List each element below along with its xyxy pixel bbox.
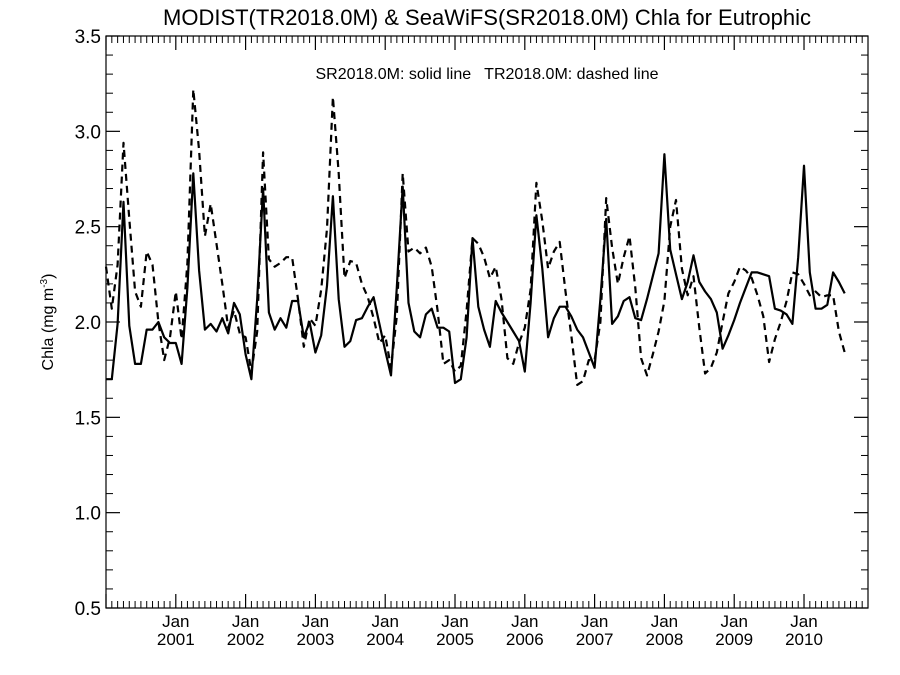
x-tick-label-year: 2008 <box>645 630 683 649</box>
x-tick-label-month: Jan <box>371 612 398 631</box>
line-style-annotation: SR2018.0M: solid line TR2018.0M: dashed … <box>315 66 658 83</box>
y-tick-label: 1.5 <box>75 408 101 429</box>
y-axis: 0.5 1.0 1.5 2.0 2.5 3.0 3.5 <box>75 27 868 620</box>
y-tick-label: 2.0 <box>75 313 101 334</box>
y-tick-label: 2.5 <box>75 218 101 239</box>
x-axis: Jan2001Jan2002Jan2003Jan2004Jan2005Jan20… <box>105 36 869 649</box>
x-tick-label-month: Jan <box>581 612 608 631</box>
y-axis-label-superscript: -3 <box>39 278 50 287</box>
x-tick-label-year: 2001 <box>157 630 195 649</box>
x-tick-label-year: 2006 <box>506 630 544 649</box>
x-tick-label-month: Jan <box>441 612 468 631</box>
y-tick-label: 0.5 <box>75 599 101 620</box>
y-axis-label-close: ) <box>40 274 57 279</box>
y-axis-label-main: Chla (mg m <box>40 288 57 371</box>
x-tick-label-year: 2009 <box>715 630 753 649</box>
y-tick-label: 1.0 <box>75 504 101 525</box>
x-tick-label-month: Jan <box>232 612 259 631</box>
x-tick-label-month: Jan <box>511 612 538 631</box>
x-tick-label-year: 2004 <box>366 630 404 649</box>
x-tick-label-year: 2003 <box>296 630 334 649</box>
x-tick-label-month: Jan <box>162 612 189 631</box>
x-tick-label-month: Jan <box>651 612 678 631</box>
x-tick-label-year: 2002 <box>227 630 265 649</box>
series-lines <box>104 88 846 386</box>
x-tick-label-month: Jan <box>302 612 329 631</box>
y-axis-label: Chla (mg m-3) <box>39 274 57 371</box>
x-tick-label-year: 2005 <box>436 630 474 649</box>
x-tick-label-year: 2007 <box>576 630 614 649</box>
series-dashed-line <box>104 88 846 386</box>
x-tick-label-month: Jan <box>790 612 817 631</box>
y-tick-label: 3.0 <box>75 122 101 143</box>
series-solid-line <box>106 153 846 385</box>
y-tick-label: 3.5 <box>75 27 101 48</box>
chart-title: MODIST(TR2018.0M) & SeaWiFS(SR2018.0M) C… <box>163 5 811 30</box>
x-tick-label-year: 2010 <box>785 630 823 649</box>
x-tick-label-month: Jan <box>721 612 748 631</box>
